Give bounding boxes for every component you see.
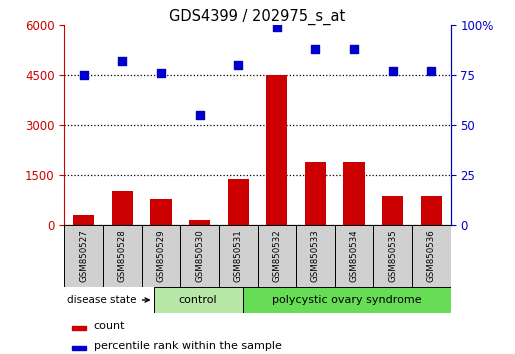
Bar: [382, 196, 403, 225]
FancyBboxPatch shape: [219, 225, 258, 287]
Bar: [72, 326, 86, 330]
Text: disease state: disease state: [67, 295, 149, 305]
Text: polycystic ovary syndrome: polycystic ovary syndrome: [272, 295, 421, 305]
Text: GSM850531: GSM850531: [234, 229, 243, 282]
FancyBboxPatch shape: [373, 225, 412, 287]
FancyBboxPatch shape: [296, 225, 335, 287]
Point: [79, 72, 88, 78]
Point: [157, 70, 165, 76]
Bar: [72, 346, 86, 350]
FancyBboxPatch shape: [412, 225, 451, 287]
Text: GSM850528: GSM850528: [118, 229, 127, 282]
Title: GDS4399 / 202975_s_at: GDS4399 / 202975_s_at: [169, 8, 346, 25]
Bar: [421, 196, 442, 225]
FancyBboxPatch shape: [64, 225, 103, 287]
FancyBboxPatch shape: [335, 225, 373, 287]
Text: control: control: [179, 295, 217, 305]
Text: GSM850534: GSM850534: [350, 229, 358, 282]
Point: [388, 68, 397, 74]
Text: GSM850533: GSM850533: [311, 229, 320, 282]
Text: GSM850527: GSM850527: [79, 229, 88, 282]
Text: percentile rank within the sample: percentile rank within the sample: [94, 341, 282, 351]
FancyBboxPatch shape: [180, 225, 219, 287]
Text: GSM850532: GSM850532: [272, 229, 281, 282]
Point: [311, 46, 319, 52]
FancyBboxPatch shape: [153, 287, 243, 313]
Text: GSM850535: GSM850535: [388, 229, 397, 282]
FancyBboxPatch shape: [142, 225, 180, 287]
Point: [234, 62, 242, 68]
FancyBboxPatch shape: [243, 287, 451, 313]
Bar: [112, 191, 133, 225]
Bar: [266, 75, 287, 225]
Bar: [189, 220, 210, 225]
Bar: [344, 162, 365, 225]
Point: [196, 112, 204, 118]
Point: [273, 24, 281, 30]
Point: [350, 46, 358, 52]
Point: [427, 68, 435, 74]
FancyBboxPatch shape: [103, 225, 142, 287]
Text: GSM850536: GSM850536: [427, 229, 436, 282]
Text: GSM850529: GSM850529: [157, 229, 165, 282]
Point: [118, 58, 127, 64]
Bar: [305, 162, 326, 225]
Bar: [73, 215, 94, 225]
Text: GSM850530: GSM850530: [195, 229, 204, 282]
FancyBboxPatch shape: [258, 225, 296, 287]
Text: count: count: [94, 321, 125, 331]
Bar: [228, 179, 249, 225]
Bar: [150, 199, 171, 225]
